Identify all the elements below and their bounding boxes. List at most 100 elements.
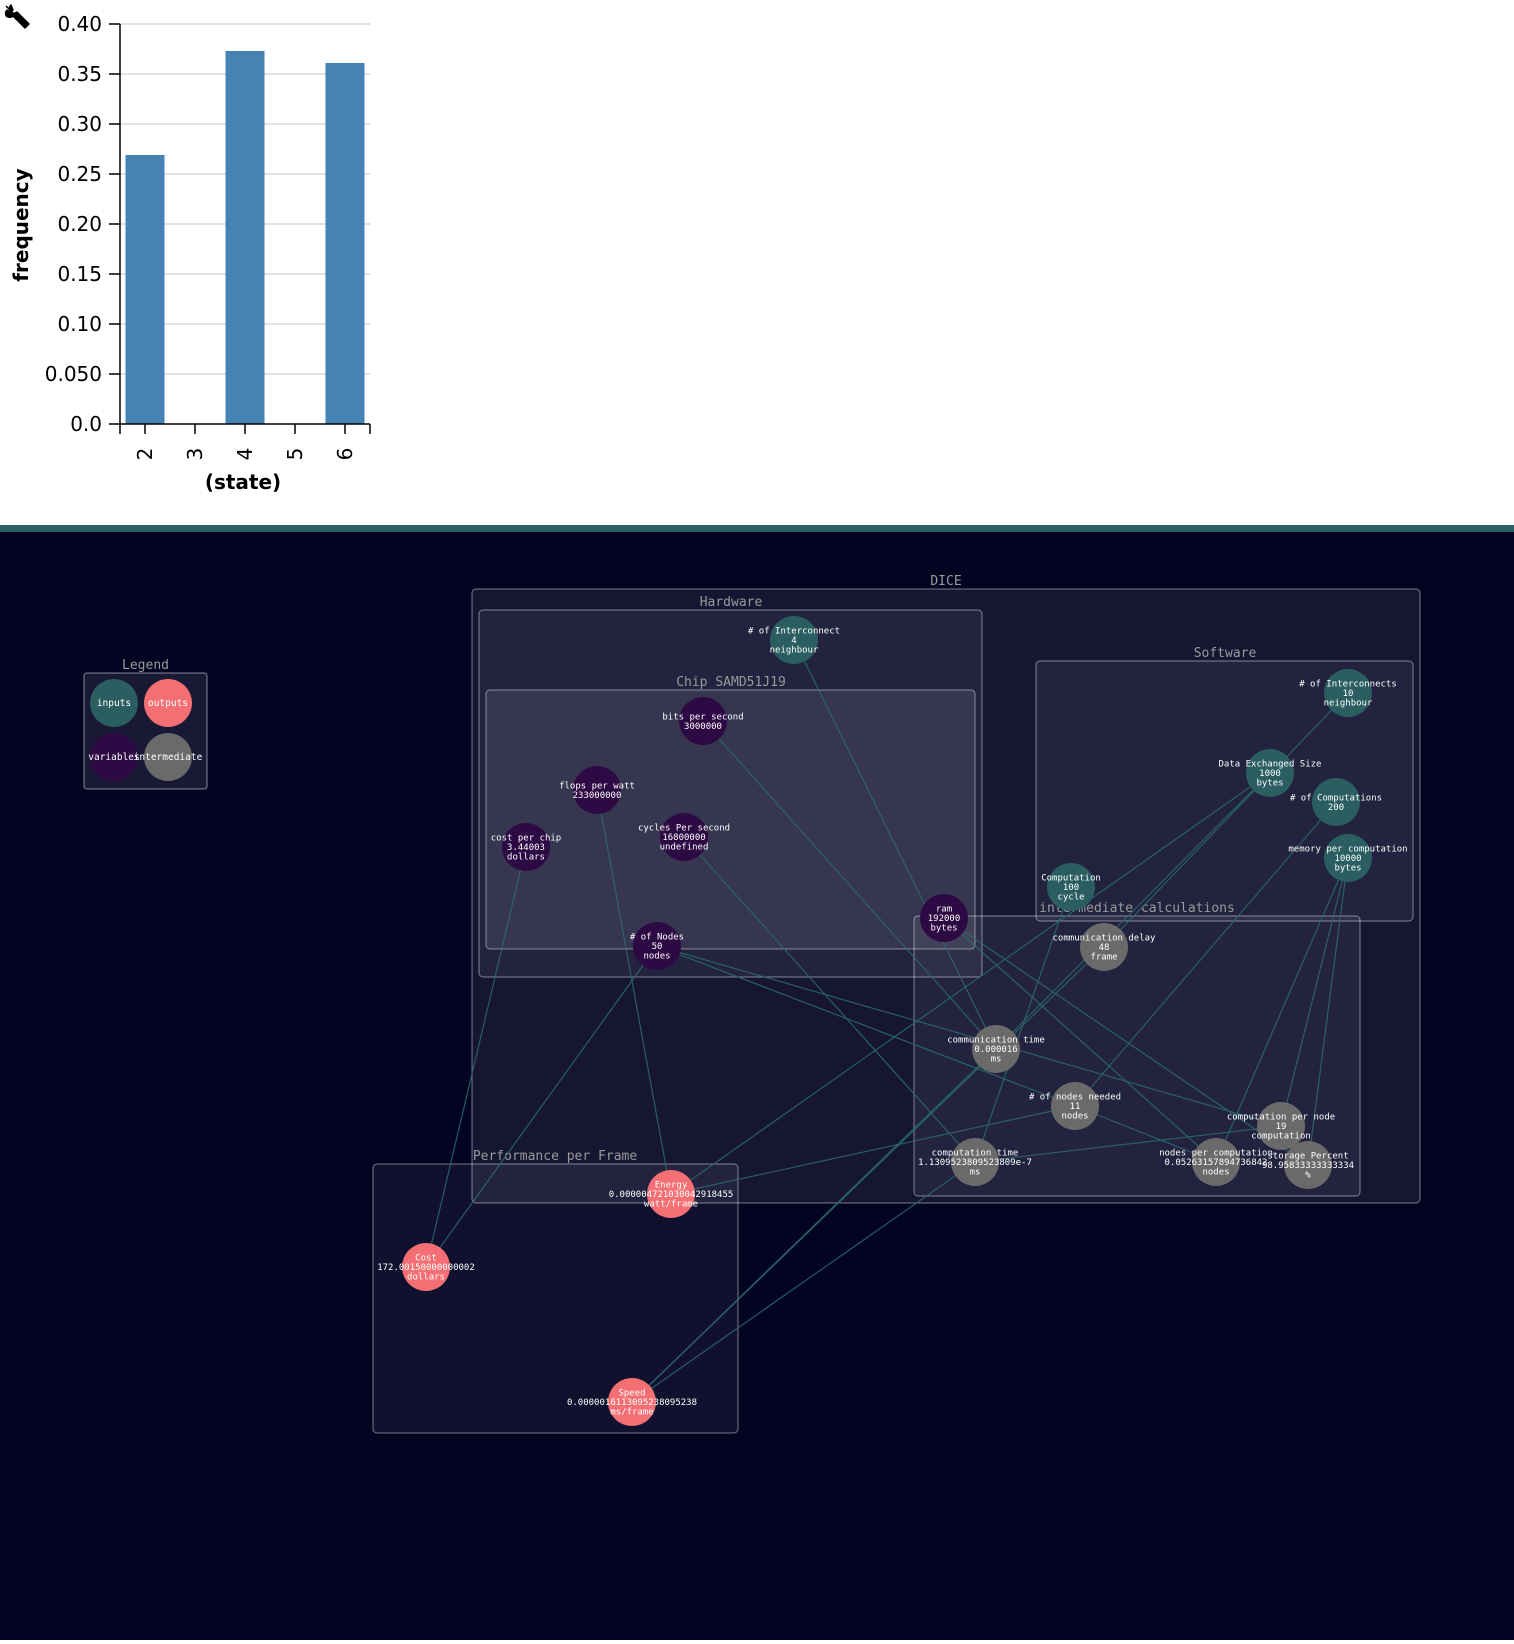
group-chip-title: Chip SAMD51J19: [676, 675, 786, 690]
node-label-line: neighbour: [1324, 699, 1373, 709]
edge-dataSize-energy: [670, 772, 1271, 1195]
legend-swatch-outputs: [144, 679, 192, 727]
node-nodesPerComp[interactable]: nodes per computation0.05263157894736842…: [1159, 1138, 1273, 1186]
group-hardware-box: [478, 609, 983, 978]
node-label-line: 19: [1276, 1122, 1287, 1132]
node-label-line: Speed: [618, 1389, 645, 1399]
y-tick-label: 0.25: [57, 162, 102, 186]
node-label-line: 0.0000016113095238095238: [567, 1398, 697, 1408]
node-label-line: Data Exchanged Size: [1219, 760, 1322, 770]
group-software-title: Software: [1194, 646, 1257, 661]
group-intermediate-box: [913, 915, 1361, 1197]
node-label-line: 48: [1099, 943, 1110, 953]
group-chip-box: [485, 689, 976, 950]
node-label-line: 100: [1063, 883, 1079, 893]
graph-groups: DICE Hardware Software Chip SAMD51J19 interm…: [372, 574, 1421, 1434]
group-dice-title: DICE: [930, 574, 961, 589]
node-label-line: nodes: [1061, 1112, 1088, 1122]
node-circle: [660, 813, 708, 861]
wrench-icon[interactable]: [2, 2, 32, 32]
legend-swatch-variables: [90, 733, 138, 781]
node-label-line: 192000: [928, 914, 961, 924]
node-label-line: # of Interconnect: [748, 627, 840, 637]
y-tick-label: 0.10: [57, 312, 102, 336]
node-circle: [608, 1378, 656, 1426]
node-label-line: flops per watt: [559, 781, 635, 791]
legend-swatch-intermediate: [144, 733, 192, 781]
bar-state-2[interactable]: [125, 155, 165, 424]
x-tick-label: 6: [333, 448, 357, 461]
node-label-line: Energy: [655, 1181, 688, 1191]
node-label-line: bits per second: [662, 712, 743, 722]
node-label-line: 1000: [1259, 769, 1281, 779]
node-label-line: 98.95833333333334: [1262, 1161, 1354, 1171]
node-label-line: 233000000: [573, 791, 622, 801]
edge-memory-compPerNode: [1280, 857, 1349, 1127]
node-label-line: undefined: [660, 843, 709, 853]
node-circle: [972, 1025, 1020, 1073]
node-label-line: memory per computation: [1288, 845, 1407, 855]
node-label-line: communication delay: [1053, 934, 1157, 944]
y-tick-label: 0.15: [57, 262, 102, 286]
node-label-line: frame: [1090, 953, 1117, 963]
group-software-box: [1035, 660, 1414, 922]
edge-ram-storage: [943, 917, 1309, 1166]
node-circle: [502, 823, 550, 871]
node-circle: [1080, 923, 1128, 971]
node-label-line: 0.000016: [974, 1045, 1017, 1055]
node-label-line: 172.00150000000002: [377, 1263, 475, 1273]
node-label-line: ms/frame: [610, 1408, 653, 1418]
node-label-line: computation per node: [1227, 1113, 1335, 1123]
node-label-line: %: [1305, 1171, 1311, 1181]
x-tick-label: 2: [133, 448, 157, 461]
bar-state-6[interactable]: [325, 63, 365, 424]
edge-compTime-speed: [631, 1161, 976, 1403]
node-circle: [1051, 1082, 1099, 1130]
edge-interconnects10-commDelay: [1103, 692, 1349, 948]
node-label-line: bytes: [1334, 864, 1361, 874]
node-label-line: neighbour: [770, 646, 819, 656]
node-label-line: nodes: [1202, 1168, 1229, 1178]
node-circle: [1047, 863, 1095, 911]
group-performance-title: Performance per Frame: [473, 1149, 638, 1164]
edge-cycles-compTime: [683, 836, 976, 1163]
node-circle: [1312, 778, 1360, 826]
edge-bits-commTime: [702, 720, 997, 1050]
node-label-line: 200: [1328, 803, 1344, 813]
node-label-line: ms: [991, 1055, 1002, 1065]
edge-ram-nodesPerComp: [943, 917, 1217, 1163]
y-axis: 0.0 0.050 0.10 0.15 0.20 0.25 0.30 0.35 0.40: [45, 12, 121, 436]
node-label-line: 0.000004721030042918455: [609, 1190, 734, 1200]
edge-dataSize-commTime: [995, 772, 1271, 1050]
node-circle: [1284, 1141, 1332, 1189]
chart-bars: [125, 51, 365, 424]
bar-state-4[interactable]: [225, 51, 265, 424]
y-tick-label: 0.40: [57, 12, 102, 36]
node-label-line: 4: [791, 636, 796, 646]
node-label-line: computation time: [932, 1149, 1019, 1159]
edge-compPerNode-compTime: [974, 1125, 1282, 1163]
